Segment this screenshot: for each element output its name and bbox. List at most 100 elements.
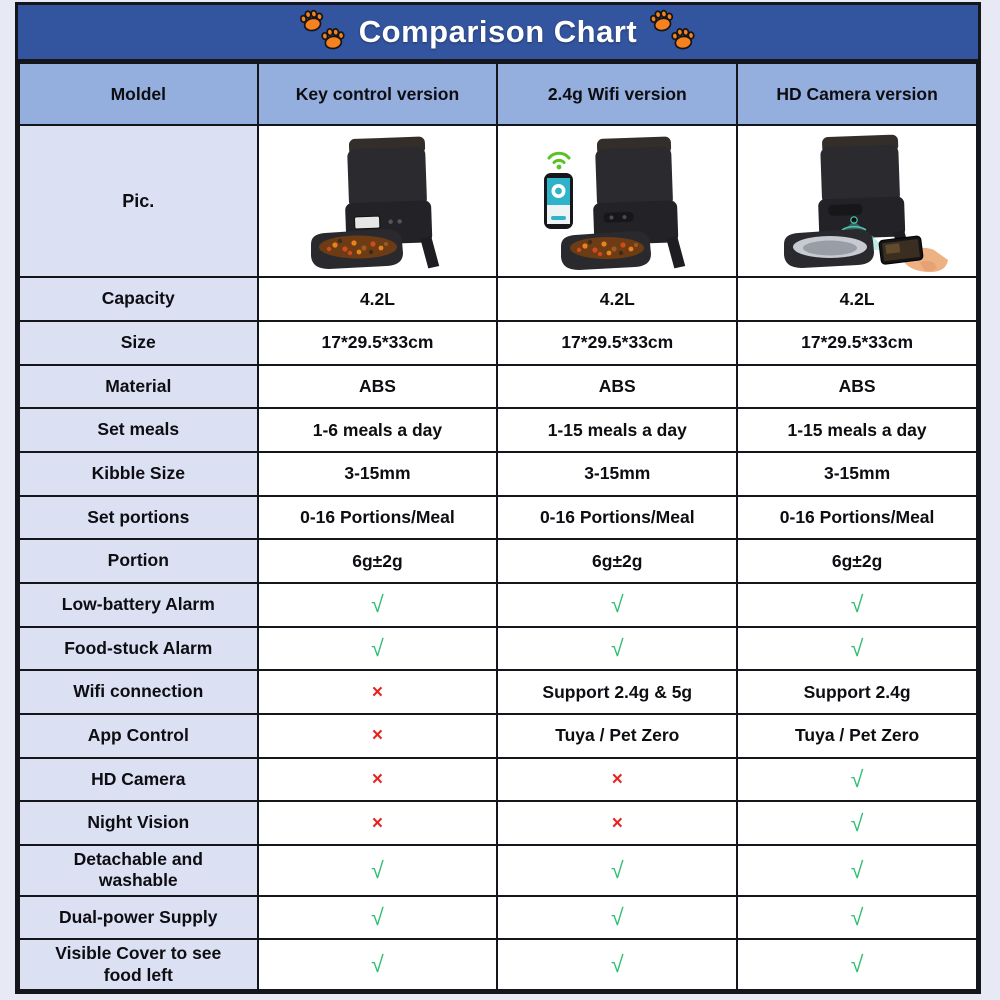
- value-cell: 1-6 meals a day: [256, 407, 499, 454]
- cross-icon: ×: [496, 756, 739, 803]
- check-icon: √: [256, 582, 499, 628]
- row-label: Food-stuck Alarm: [18, 625, 259, 672]
- row-label: Set portions: [18, 494, 259, 541]
- table-row: Wifi connection × Support 2.4g & 5g Support…: [18, 669, 978, 716]
- version-column-header: Key control version: [256, 62, 499, 126]
- row-label: Kibble Size: [18, 451, 259, 497]
- chart-title: Comparison Chart: [358, 14, 638, 49]
- table-row: Capacity 4.2L 4.2L 4.2L: [18, 276, 978, 323]
- value-cell: 3-15mm: [496, 451, 739, 497]
- value-cell: 6g±2g: [736, 538, 978, 585]
- row-label: Size: [18, 320, 259, 366]
- row-label: HD Camera: [18, 756, 259, 803]
- row-label: Material: [18, 363, 259, 410]
- check-icon: √: [256, 938, 499, 991]
- value-cell: 6g±2g: [496, 538, 739, 585]
- value-cell: Support 2.4g: [736, 669, 978, 716]
- table-row: App Control × Tuya / Pet Zero Tuya / Pet Ze…: [18, 713, 978, 759]
- wifi-icon: [547, 152, 571, 170]
- value-cell: 17*29.5*33cm: [736, 320, 978, 366]
- check-icon: √: [256, 844, 499, 897]
- value-cell: Support 2.4g & 5g: [496, 669, 739, 716]
- wifi-feeder-with-phone-image: [498, 127, 737, 276]
- table-row: Low-battery Alarm √ √ √: [18, 582, 978, 628]
- check-icon: √: [496, 894, 739, 941]
- cross-icon: ×: [256, 800, 499, 847]
- key-control-feeder-image: [258, 127, 497, 276]
- hand-with-phone-icon: [878, 235, 949, 273]
- picture-row: Pic.: [18, 123, 978, 279]
- value-cell: 4.2L: [736, 276, 978, 323]
- value-cell: Tuya / Pet Zero: [496, 713, 739, 759]
- check-icon: √: [496, 582, 739, 628]
- check-icon: √: [736, 844, 978, 897]
- pic-row-label: Pic.: [18, 123, 259, 279]
- row-label: Low-battery Alarm: [18, 582, 259, 628]
- check-icon: √: [736, 938, 978, 991]
- camera-feeder-cell: [736, 123, 978, 279]
- row-label: Detachable and washable: [18, 844, 259, 897]
- value-cell: 1-15 meals a day: [496, 407, 739, 454]
- row-label: Night Vision: [18, 800, 259, 847]
- table-row: Night Vision × × √: [18, 800, 978, 847]
- value-cell: ABS: [736, 363, 978, 410]
- value-cell: 1-15 meals a day: [736, 407, 978, 454]
- model-column-header: Moldel: [18, 62, 259, 126]
- value-cell: 0-16 Portions/Meal: [256, 494, 499, 541]
- value-cell: 17*29.5*33cm: [256, 320, 499, 366]
- wifi-feeder-cell: [496, 123, 739, 279]
- table-row: Size 17*29.5*33cm 17*29.5*33cm 17*29.5*33cm: [18, 320, 978, 366]
- value-cell: 6g±2g: [256, 538, 499, 585]
- header-row: Moldel Key control version 2.4g Wifi versi…: [18, 62, 978, 126]
- check-icon: √: [736, 894, 978, 941]
- paw-prints-icon: [650, 9, 695, 50]
- paw-prints-icon: [299, 9, 345, 50]
- value-cell: 0-16 Portions/Meal: [736, 494, 978, 541]
- cross-icon: ×: [256, 669, 499, 716]
- camera-feeder-with-hand-phone-image: [738, 127, 976, 276]
- value-cell: 4.2L: [256, 276, 499, 323]
- table-row: Material ABS ABS ABS: [18, 363, 978, 410]
- comparison-chart: Comparison Chart: [15, 2, 981, 994]
- cross-icon: ×: [256, 756, 499, 803]
- table-row: HD Camera × × √: [18, 756, 978, 803]
- check-icon: √: [496, 938, 739, 991]
- cross-icon: ×: [496, 800, 739, 847]
- row-label: App Control: [18, 713, 259, 759]
- check-icon: √: [736, 582, 978, 628]
- row-label: Capacity: [18, 276, 259, 323]
- table-row: Set meals 1-6 meals a day 1-15 meals a day…: [18, 407, 978, 454]
- value-cell: 3-15mm: [736, 451, 978, 497]
- check-icon: √: [736, 756, 978, 803]
- check-icon: √: [496, 844, 739, 897]
- row-label: Visible Cover to see food left: [18, 938, 259, 991]
- table-row: Set portions 0-16 Portions/Meal 0-16 Porti…: [18, 494, 978, 541]
- value-cell: ABS: [256, 363, 499, 410]
- table-row: Food-stuck Alarm √ √ √: [18, 625, 978, 672]
- row-label: Portion: [18, 538, 259, 585]
- check-icon: √: [736, 800, 978, 847]
- value-cell: 0-16 Portions/Meal: [496, 494, 739, 541]
- value-cell: Tuya / Pet Zero: [736, 713, 978, 759]
- check-icon: √: [256, 894, 499, 941]
- table-row: Dual-power Supply √ √ √: [18, 894, 978, 941]
- comparison-table: Moldel Key control version 2.4g Wifi versi…: [18, 62, 978, 991]
- row-label: Dual-power Supply: [18, 894, 259, 941]
- value-cell: 3-15mm: [256, 451, 499, 497]
- value-cell: 4.2L: [496, 276, 739, 323]
- check-icon: √: [256, 625, 499, 672]
- chart-title-bar: Comparison Chart: [18, 5, 978, 62]
- key-control-feeder-cell: [256, 123, 499, 279]
- version-column-header: HD Camera version: [736, 62, 978, 126]
- row-label: Wifi connection: [18, 669, 259, 716]
- check-icon: √: [736, 625, 978, 672]
- version-column-header: 2.4g Wifi version: [496, 62, 739, 126]
- table-row: Visible Cover to see food left √ √ √: [18, 938, 978, 991]
- table-row: Detachable and washable √ √ √: [18, 844, 978, 897]
- value-cell: ABS: [496, 363, 739, 410]
- table-row: Kibble Size 3-15mm 3-15mm 3-15mm: [18, 451, 978, 497]
- row-label: Set meals: [18, 407, 259, 454]
- check-icon: √: [496, 625, 739, 672]
- cross-icon: ×: [256, 713, 499, 759]
- table-row: Portion 6g±2g 6g±2g 6g±2g: [18, 538, 978, 585]
